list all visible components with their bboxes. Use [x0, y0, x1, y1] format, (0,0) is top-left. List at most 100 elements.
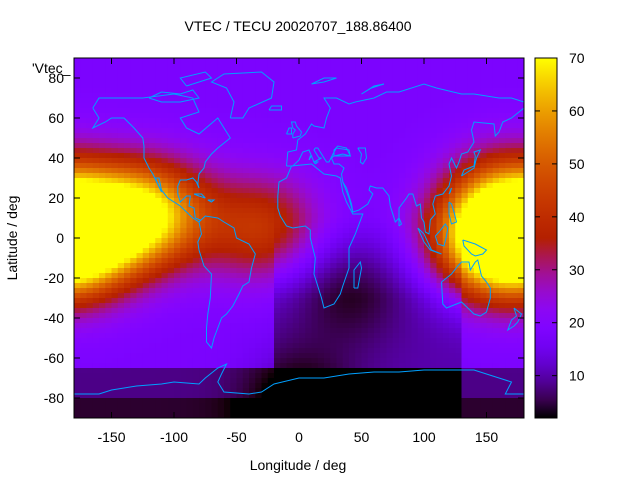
- heatmap-cell: [249, 318, 256, 324]
- heatmap-cell: [130, 153, 138, 159]
- heatmap-cell: [517, 223, 524, 229]
- heatmap-cell: [211, 313, 219, 319]
- heatmap-cell: [405, 213, 413, 219]
- heatmap-cell: [461, 208, 469, 214]
- heatmap-cell: [417, 78, 425, 84]
- heatmap-cell: [242, 208, 250, 214]
- heatmap-cell: [180, 173, 188, 179]
- heatmap-cell: [111, 273, 119, 279]
- heatmap-cell: [517, 328, 524, 334]
- heatmap-cell: [174, 393, 181, 399]
- heatmap-cell: [180, 278, 188, 284]
- heatmap-cell: [117, 138, 125, 144]
- heatmap-cell: [517, 338, 524, 344]
- heatmap-cell: [167, 193, 175, 199]
- heatmap-cell: [405, 268, 413, 274]
- heatmap-cell: [349, 233, 356, 239]
- heatmap-cell: [74, 268, 81, 274]
- heatmap-cell: [124, 178, 131, 184]
- heatmap-cell: [405, 68, 413, 74]
- heatmap-cell: [92, 403, 100, 409]
- heatmap-cell: [336, 383, 344, 389]
- heatmap-cell: [86, 98, 94, 104]
- heatmap-cell: [149, 268, 156, 274]
- heatmap-cell: [274, 378, 281, 384]
- heatmap-cell: [374, 123, 381, 129]
- heatmap-cell: [274, 108, 281, 114]
- heatmap-cell: [392, 328, 400, 334]
- heatmap-cell: [486, 178, 494, 184]
- heatmap-cell: [317, 248, 325, 254]
- heatmap-cell: [342, 213, 350, 219]
- heatmap-cell: [492, 118, 500, 124]
- heatmap-cell: [186, 128, 194, 134]
- heatmap-cell: [317, 63, 325, 69]
- heatmap-cell: [467, 278, 475, 284]
- heatmap-cell: [217, 268, 225, 274]
- heatmap-cell: [336, 218, 344, 224]
- heatmap-cell: [167, 163, 175, 169]
- heatmap-cell: [255, 118, 263, 124]
- heatmap-cell: [249, 128, 256, 134]
- heatmap-cell: [480, 313, 488, 319]
- heatmap-cell: [261, 328, 269, 334]
- heatmap-cell: [342, 118, 350, 124]
- heatmap-cell: [405, 363, 413, 369]
- heatmap-cell: [199, 323, 206, 329]
- heatmap-cell: [374, 353, 381, 359]
- heatmap-cell: [124, 133, 131, 139]
- heatmap-cell: [192, 128, 200, 134]
- heatmap-cell: [242, 353, 250, 359]
- heatmap-cell: [330, 253, 338, 259]
- heatmap-cell: [280, 153, 288, 159]
- heatmap-cell: [211, 323, 219, 329]
- heatmap-cell: [480, 318, 488, 324]
- heatmap-cell: [180, 243, 188, 249]
- heatmap-cell: [99, 123, 106, 129]
- heatmap-cell: [342, 168, 350, 174]
- heatmap-cell: [86, 198, 94, 204]
- heatmap-cell: [236, 183, 244, 189]
- heatmap-cell: [217, 128, 225, 134]
- heatmap-cell: [474, 348, 481, 354]
- heatmap-cell: [424, 373, 431, 379]
- heatmap-cell: [149, 323, 156, 329]
- heatmap-cell: [199, 313, 206, 319]
- heatmap-cell: [105, 273, 113, 279]
- heatmap-cell: [367, 208, 375, 214]
- heatmap-cell: [486, 93, 494, 99]
- heatmap-cell: [411, 88, 419, 94]
- heatmap-cell: [161, 213, 169, 219]
- heatmap-cell: [274, 373, 281, 379]
- heatmap-cell: [255, 73, 263, 79]
- heatmap-cell: [511, 318, 519, 324]
- heatmap-cell: [261, 323, 269, 329]
- heatmap-cell: [492, 233, 500, 239]
- heatmap-cell: [311, 388, 319, 394]
- heatmap-cell: [74, 368, 81, 374]
- heatmap-cell: [449, 58, 456, 64]
- heatmap-cell: [342, 338, 350, 344]
- heatmap-cell: [486, 333, 494, 339]
- heatmap-cell: [361, 268, 369, 274]
- heatmap-cell: [205, 323, 213, 329]
- heatmap-cell: [255, 308, 263, 314]
- heatmap-cell: [80, 363, 88, 369]
- heatmap-cell: [355, 398, 363, 404]
- heatmap-cell: [142, 238, 150, 244]
- heatmap-cell: [224, 308, 231, 314]
- heatmap-cell: [92, 88, 100, 94]
- heatmap-cell: [380, 88, 388, 94]
- heatmap-cell: [149, 103, 156, 109]
- heatmap-cell: [311, 233, 319, 239]
- heatmap-cell: [424, 158, 431, 164]
- heatmap-cell: [292, 78, 300, 84]
- heatmap-cell: [305, 253, 313, 259]
- heatmap-cell: [161, 108, 169, 114]
- heatmap-cell: [155, 173, 163, 179]
- heatmap-cell: [467, 133, 475, 139]
- heatmap-cell: [230, 153, 238, 159]
- heatmap-cell: [136, 248, 144, 254]
- heatmap-cell: [186, 293, 194, 299]
- heatmap-cell: [261, 203, 269, 209]
